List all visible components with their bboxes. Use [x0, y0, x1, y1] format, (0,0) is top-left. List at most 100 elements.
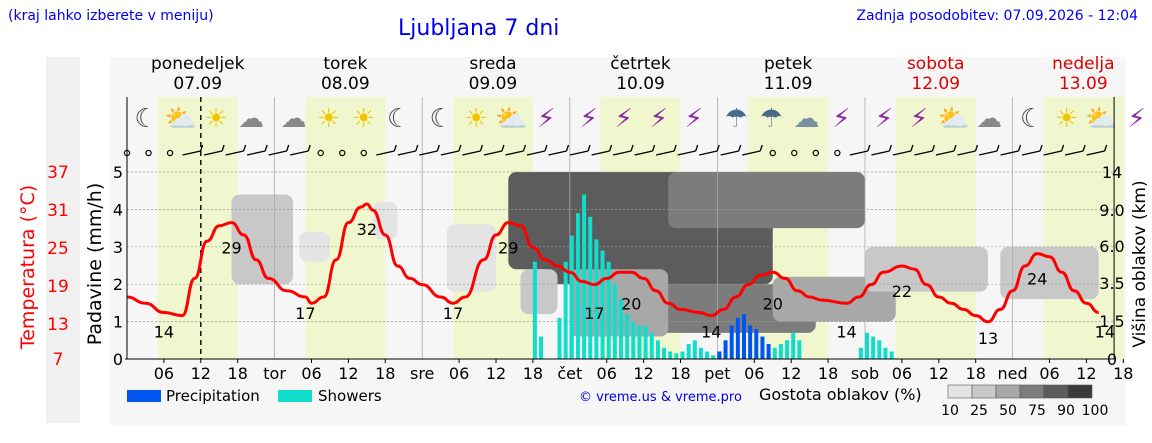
shower-bar: [692, 340, 697, 359]
cloud-layer: [231, 194, 294, 285]
wind-barb: [849, 150, 868, 156]
hour-tick-label: 06: [449, 364, 469, 383]
wind-barb: [526, 150, 546, 156]
temperature-tick: 13: [47, 315, 69, 335]
wind-calm-marker: [812, 149, 820, 157]
wind-calm-marker: [834, 149, 841, 157]
temperature-label: 29: [498, 239, 518, 258]
shower-bar: [612, 284, 617, 359]
wind-barb: [225, 150, 244, 156]
day-short-label: pet: [704, 364, 730, 383]
precipitation-tick: 2: [113, 275, 123, 294]
rain-cloud-icon: ☂: [725, 104, 748, 134]
wind-barb: [462, 150, 481, 156]
wind-barb: [393, 144, 397, 152]
wind-barb: [677, 150, 696, 156]
wind-barb: [286, 144, 290, 152]
wind-barb: [1082, 144, 1086, 152]
density-level-label: 100: [1082, 403, 1109, 419]
temperature-label: 14: [1095, 323, 1115, 342]
wind-barb: [247, 150, 266, 156]
sun-icon: ☀: [1055, 104, 1078, 134]
sun-icon: ☀: [204, 104, 227, 134]
wind-barb: [931, 144, 936, 152]
last-updated: Zadnja posodobitev: 07.09.2026 - 12:04: [856, 8, 1138, 24]
wind-barb: [651, 144, 656, 152]
hour-tick-label: 12: [633, 364, 653, 383]
moon-cloud-icon: ☁: [238, 104, 264, 134]
cloud-icon: ☁: [793, 104, 819, 134]
temperature-tick: 19: [47, 277, 69, 297]
shower-bar: [594, 239, 599, 359]
density-swatch: [971, 384, 997, 399]
shower-bar: [871, 336, 876, 359]
day-name: sreda: [469, 54, 516, 74]
temperature-tick: 37: [47, 163, 69, 183]
wind-barb: [268, 150, 287, 156]
wind-barb: [910, 144, 914, 152]
day-name: petek: [764, 54, 812, 74]
precipitation-bar: [748, 325, 753, 359]
sun-icon: ☀: [317, 104, 340, 134]
moon-icon: ☾: [387, 104, 410, 134]
temperature-label: 14: [701, 323, 721, 342]
precipitation-bar: [754, 329, 759, 359]
density-level-label: 25: [970, 403, 988, 419]
wind-barb: [307, 144, 311, 152]
day-date: 13.09: [1059, 74, 1108, 94]
precipitation-tick: 3: [113, 238, 123, 257]
cloud-height-tick: 3.5: [1099, 274, 1124, 293]
hour-tick-label: 18: [670, 364, 690, 383]
wind-barb: [397, 150, 416, 156]
wind-barb: [871, 150, 890, 156]
precipitation-bar: [760, 336, 765, 359]
moon-icon: ☾: [430, 104, 453, 134]
temperature-label: 17: [443, 304, 463, 323]
precipitation-bar: [735, 317, 740, 359]
cloud-height-axis-title: Višina oblakov (km): [1130, 180, 1150, 347]
sun-cloud-icon: ⛅: [1085, 104, 1117, 134]
wind-barb: [759, 144, 763, 152]
wind-barb: [1043, 150, 1062, 156]
temperature-tick: 7: [53, 350, 64, 370]
temperature-label: 13: [978, 329, 998, 348]
temperature-label: 17: [584, 304, 604, 323]
shower-bar: [711, 355, 716, 359]
shower-bar: [625, 314, 630, 359]
shower-bar: [778, 344, 783, 359]
hour-tick-label: 06: [301, 364, 321, 383]
precipitation-bar: [766, 344, 771, 359]
page-title: Ljubljana 7 dni: [398, 16, 560, 41]
shower-bar: [772, 347, 777, 359]
precipitation-axis-title: Padavine (mm/h): [84, 183, 106, 346]
shower-bar: [865, 332, 869, 359]
daytime-band: [1043, 97, 1124, 359]
wind-barb: [483, 150, 503, 156]
copyright-link[interactable]: © vreme.us & vreme.pro: [579, 390, 742, 405]
precipitation-bar: [723, 340, 728, 359]
cloud-layer: [668, 172, 865, 229]
shower-bar: [588, 216, 593, 359]
precipitation-tick: 5: [113, 163, 123, 182]
wind-calm-marker: [360, 149, 367, 157]
sun-cloud-icon: ⛅: [495, 104, 527, 134]
wind-barb: [264, 144, 268, 152]
hour-tick-label: 12: [338, 364, 358, 383]
shower-bar: [582, 194, 587, 359]
wind-barb: [716, 144, 720, 152]
temperature-tick: 31: [47, 201, 69, 221]
temperature-tick: 25: [47, 239, 69, 259]
wind-barb: [612, 150, 632, 156]
wind-barb: [738, 144, 742, 152]
cloud-layer: [520, 269, 558, 315]
shower-bar: [649, 332, 654, 359]
moon-thunder-icon: ⚡: [875, 104, 893, 134]
sun-icon: ☀: [352, 104, 375, 134]
day-short-label: tor: [263, 364, 286, 383]
hour-tick-label: 12: [1076, 364, 1096, 383]
wind-barb: [1060, 144, 1065, 152]
wind-barb: [182, 150, 201, 156]
wind-barb: [376, 150, 395, 156]
cloud-height-tick: 1.5: [1099, 312, 1124, 331]
temperature-label: 14: [154, 323, 174, 342]
